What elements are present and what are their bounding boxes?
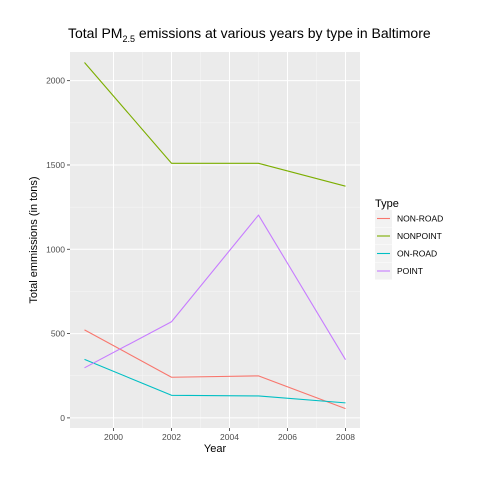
y-axis-label: Total emmissions (in tons) bbox=[28, 176, 40, 303]
x-tick-label: 2006 bbox=[278, 432, 297, 442]
y-tick-label: 0 bbox=[60, 413, 65, 423]
x-tick-label: 2004 bbox=[220, 432, 239, 442]
series-lines bbox=[84, 62, 346, 410]
series-line-on-road bbox=[84, 358, 346, 404]
legend-title: Type bbox=[375, 198, 399, 210]
y-axis-ticks: 0 500 1000 1500 2000 bbox=[46, 76, 70, 423]
grid-minor bbox=[70, 52, 360, 428]
chart-title-rest: emissions at various years by type in Ba… bbox=[135, 25, 431, 41]
x-axis-ticks: 2000 2002 2004 2006 2008 bbox=[104, 428, 355, 442]
plot-panel bbox=[70, 52, 360, 428]
legend-label-non-road: NON-ROAD bbox=[397, 214, 443, 224]
series-line-non-road bbox=[84, 329, 346, 410]
legend-label-nonpoint: NONPOINT bbox=[397, 231, 442, 241]
x-tick-label: 2002 bbox=[162, 432, 181, 442]
chart-title: Total PM2.5 emissions at various years b… bbox=[68, 25, 431, 44]
legend-label-on-road: ON-ROAD bbox=[397, 249, 437, 259]
x-tick-label: 2000 bbox=[104, 432, 123, 442]
x-axis-label: Year bbox=[204, 443, 227, 455]
y-tick-label: 1000 bbox=[46, 244, 65, 254]
series-line-point bbox=[84, 214, 346, 369]
chart-title-main: Total PM bbox=[68, 25, 122, 41]
legend-label-point: POINT bbox=[397, 266, 423, 276]
y-tick-label: 2000 bbox=[46, 76, 65, 86]
x-tick-label: 2008 bbox=[336, 432, 355, 442]
y-tick-label: 1500 bbox=[46, 160, 65, 170]
series-line-nonpoint bbox=[84, 62, 346, 187]
y-tick-label: 500 bbox=[51, 329, 65, 339]
grid-major bbox=[70, 52, 360, 428]
chart-title-subscript: 2.5 bbox=[122, 34, 135, 44]
legend: Type NON-ROAD NONPOINT ON-ROAD POINT bbox=[375, 198, 443, 280]
